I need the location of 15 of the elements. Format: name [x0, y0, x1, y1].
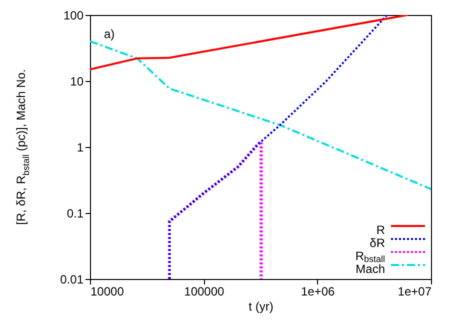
legend-label: Mach: [356, 262, 386, 276]
legend-label: δR: [370, 236, 386, 250]
x-axis-title: t (yr): [248, 300, 274, 314]
x-tick-label: 1e+06: [300, 284, 336, 298]
legend-label: R: [376, 223, 386, 237]
y-axis-title: [R, δR, Rbstall (pc)], Mach No.: [14, 69, 31, 225]
x-tick-label: 10000: [90, 284, 124, 298]
y-tick-label: 100: [63, 8, 84, 22]
annotation: a): [104, 27, 115, 41]
y-tick-label: 0.1: [66, 206, 84, 220]
x-tick-label: 1e+07: [398, 284, 432, 298]
y-tick-label: 10: [70, 74, 84, 88]
x-tick-label: 100000: [184, 284, 225, 298]
y-tick-label: 1: [76, 140, 84, 154]
y-tick-label: 0.01: [60, 272, 84, 286]
